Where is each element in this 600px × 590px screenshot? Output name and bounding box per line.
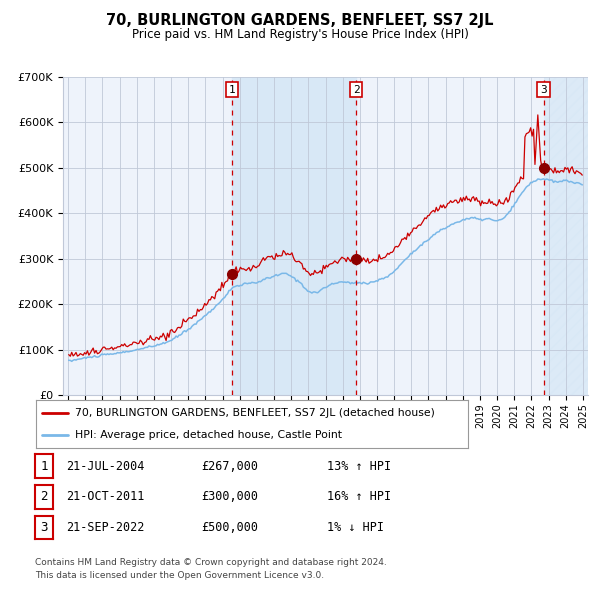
Text: £300,000: £300,000 <box>201 490 258 503</box>
Text: HPI: Average price, detached house, Castle Point: HPI: Average price, detached house, Cast… <box>75 430 342 440</box>
Text: 1: 1 <box>229 84 235 94</box>
Text: 21-JUL-2004: 21-JUL-2004 <box>66 460 145 473</box>
Bar <box>232 77 356 395</box>
Text: 70, BURLINGTON GARDENS, BENFLEET, SS7 2JL (detached house): 70, BURLINGTON GARDENS, BENFLEET, SS7 2J… <box>75 408 435 418</box>
Text: £500,000: £500,000 <box>201 521 258 534</box>
Text: 70, BURLINGTON GARDENS, BENFLEET, SS7 2JL: 70, BURLINGTON GARDENS, BENFLEET, SS7 2J… <box>106 13 494 28</box>
Text: 3: 3 <box>540 84 547 94</box>
Text: 2: 2 <box>40 490 47 503</box>
Text: 3: 3 <box>40 521 47 534</box>
Text: 13% ↑ HPI: 13% ↑ HPI <box>327 460 391 473</box>
Text: 2: 2 <box>353 84 359 94</box>
Text: 1% ↓ HPI: 1% ↓ HPI <box>327 521 384 534</box>
Text: Contains HM Land Registry data © Crown copyright and database right 2024.
This d: Contains HM Land Registry data © Crown c… <box>35 558 386 580</box>
Text: Price paid vs. HM Land Registry's House Price Index (HPI): Price paid vs. HM Land Registry's House … <box>131 28 469 41</box>
Text: 16% ↑ HPI: 16% ↑ HPI <box>327 490 391 503</box>
Text: 21-SEP-2022: 21-SEP-2022 <box>66 521 145 534</box>
Text: £267,000: £267,000 <box>201 460 258 473</box>
Bar <box>544 77 588 395</box>
Text: 1: 1 <box>40 460 47 473</box>
Text: 21-OCT-2011: 21-OCT-2011 <box>66 490 145 503</box>
